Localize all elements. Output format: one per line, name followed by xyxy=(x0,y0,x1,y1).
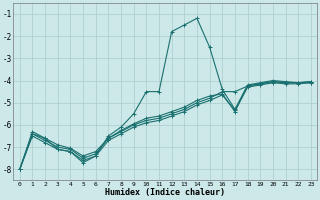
X-axis label: Humidex (Indice chaleur): Humidex (Indice chaleur) xyxy=(105,188,225,197)
